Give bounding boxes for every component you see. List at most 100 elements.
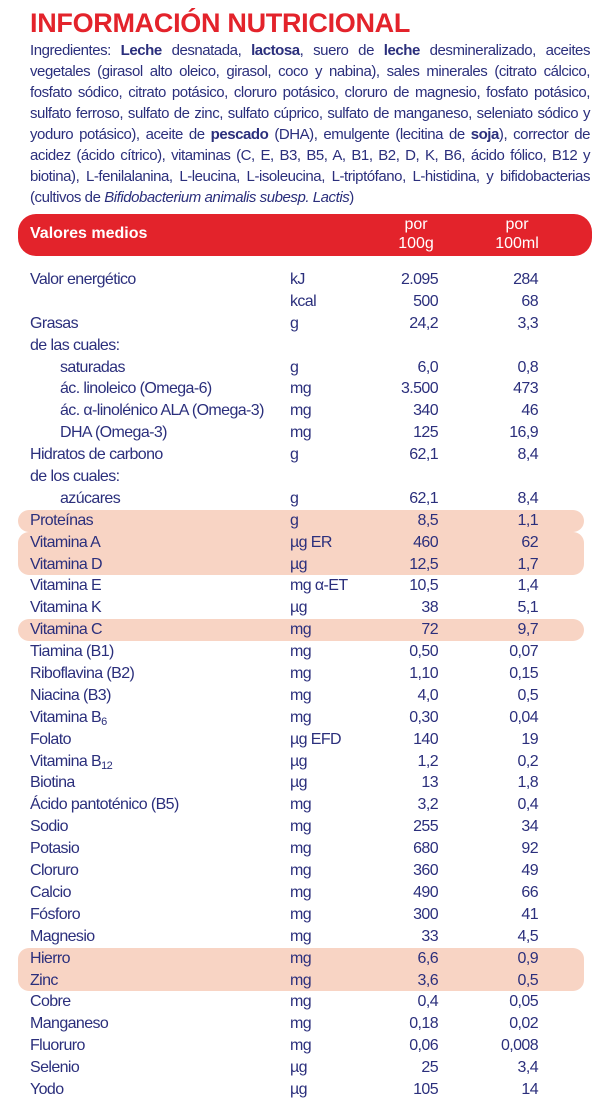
value-per-100ml: 0,2 — [517, 752, 539, 770]
nutrient-name: ác. α-linolénico ALA (Omega-3) — [60, 402, 264, 420]
value-per-100ml: 0,008 — [500, 1037, 539, 1055]
table-row: Hierro mg 6,6 0,9 — [0, 947, 600, 970]
nutrient-label: Folato — [30, 729, 71, 751]
nutrient-unit: g — [290, 511, 299, 529]
ingredient-text: (DHA), emulgente (lecitina de — [268, 126, 471, 143]
nutrient-name: Vitamina C — [30, 621, 103, 639]
nutrient-name: Biotina — [30, 774, 75, 792]
nutrient-unit: mg — [290, 905, 312, 923]
nutrient-label: ác. linoleico (Omega-6) — [60, 378, 212, 400]
value-per-100ml: 9,7 — [517, 621, 539, 639]
nutrient-unit: µg EFD — [290, 730, 342, 748]
nutrient-label: Vitamina K — [30, 597, 102, 619]
value-per-100ml: 5,1 — [517, 599, 539, 617]
value-per-100ml: 0,05 — [509, 993, 538, 1011]
nutrient-name: Fósforo — [30, 905, 81, 923]
nutrient-name: azúcares — [60, 489, 121, 507]
table-row: Tiamina (B1) mg 0,50 0,07 — [0, 641, 600, 663]
nutrient-label: Vitamina B6 — [30, 707, 107, 729]
value-per-100ml: 473 — [513, 380, 539, 398]
value-per-100g: 0,50 — [409, 643, 438, 661]
nutrient-name: Vitamina E — [30, 577, 102, 595]
value-per-100g: 4,0 — [417, 686, 439, 704]
nutrient-unit: mg — [290, 993, 312, 1011]
nutrient-name: de los cuales: — [30, 468, 120, 486]
header-per-100ml-line1: por — [505, 216, 529, 233]
value-per-100g: 0,30 — [409, 708, 438, 726]
table-row: Vitamina D µg 12,5 1,7 — [0, 553, 600, 576]
ingredient-text: desmineralizado, aceites vegetales (gira… — [30, 42, 590, 143]
value-per-100g: 6,6 — [417, 949, 439, 967]
table-row: kcal 500 68 — [0, 291, 600, 313]
allergen-text: soja — [470, 126, 500, 143]
nutrient-unit: mg — [290, 402, 312, 420]
nutrient-label: Vitamina B12 — [30, 751, 113, 773]
nutrient-label: Vitamina A — [30, 532, 101, 554]
nutrient-unit: mg — [290, 686, 312, 704]
table-row: Fósforo mg 300 41 — [0, 904, 600, 926]
value-per-100ml: 0,4 — [517, 796, 539, 814]
value-per-100ml: 3,4 — [517, 1059, 539, 1077]
value-per-100g: 0,18 — [409, 1015, 438, 1033]
header-per-100g-line1: por — [404, 216, 428, 233]
table-row: Vitamina B12 µg 1,2 0,2 — [0, 751, 600, 773]
nutrient-unit: mg — [290, 1015, 312, 1033]
nutrient-label: Niacina (B3) — [30, 685, 111, 707]
table-row: Niacina (B3) mg 4,0 0,5 — [0, 685, 600, 707]
nutrient-name: Cobre — [30, 993, 71, 1011]
value-per-100ml: 1,8 — [517, 774, 539, 792]
value-per-100g: 10,5 — [409, 577, 438, 595]
nutrient-name: Ácido pantoténico (B5) — [30, 796, 179, 814]
nutrient-label: Cobre — [30, 991, 71, 1013]
header-per-100g: por 100g — [386, 215, 446, 253]
ingredients-text: Ingredientes: Leche desnatada, lactosa, … — [30, 40, 590, 208]
value-per-100g: 72 — [421, 621, 438, 639]
value-per-100g: 680 — [413, 840, 439, 858]
nutrient-unit: kcal — [290, 292, 317, 310]
value-per-100g: 3,6 — [417, 971, 439, 989]
table-row: Biotina µg 13 1,8 — [0, 772, 600, 794]
nutrient-unit: mg — [290, 708, 312, 726]
value-per-100g: 62,1 — [409, 446, 438, 464]
value-per-100g: 125 — [413, 424, 439, 442]
nutrient-name: Fluoruro — [30, 1037, 85, 1055]
nutrient-label: Sodio — [30, 816, 69, 838]
table-row: saturadas g 6,0 0,8 — [0, 357, 600, 379]
value-per-100ml: 0,5 — [517, 686, 539, 704]
value-per-100g: 255 — [413, 818, 439, 836]
value-per-100ml: 8,4 — [517, 446, 539, 464]
nutrient-name: Grasas — [30, 314, 79, 332]
table-row: Vitamina E mg α-ET 10,5 1,4 — [0, 575, 600, 597]
value-per-100g: 33 — [421, 927, 438, 945]
nutrient-label: Fósforo — [30, 904, 81, 926]
nutrient-name: Yodo — [30, 1080, 64, 1098]
nutrient-name: Selenio — [30, 1059, 80, 1077]
value-per-100ml: 0,04 — [509, 708, 538, 726]
value-per-100g: 0,4 — [417, 993, 439, 1011]
nutrient-unit: mg — [290, 883, 312, 901]
nutrient-name: Hidratos de carbono — [30, 446, 163, 464]
table-row: azúcares g 62,1 8,4 — [0, 488, 600, 510]
table-row: ác. linoleico (Omega-6) mg 3.500 473 — [0, 378, 600, 400]
value-per-100g: 1,10 — [409, 665, 438, 683]
nutrient-label: Calcio — [30, 882, 71, 904]
nutrition-table: Valor energético kJ 2.095 284 kcal 500 68 Grasa… — [0, 269, 600, 1101]
nutrient-name: Potasio — [30, 840, 80, 858]
ingredient-text: Ingredientes: — [30, 42, 121, 59]
nutrient-name: Folato — [30, 730, 71, 748]
nutrient-unit: mg — [290, 862, 312, 880]
table-row: Fluoruro mg 0,06 0,008 — [0, 1035, 600, 1057]
header-per-100g-line2: 100g — [398, 235, 434, 252]
table-header: Valores medios por 100g por 100ml — [18, 214, 592, 256]
ingredient-text: desnatada, — [161, 42, 252, 59]
nutrient-name: Sodio — [30, 818, 69, 836]
value-per-100g: 62,1 — [409, 489, 438, 507]
nutrient-label: Hidratos de carbono — [30, 444, 163, 466]
nutrient-name: Magnesio — [30, 927, 95, 945]
value-per-100ml: 16,9 — [509, 424, 538, 442]
ingredient-text: ) — [349, 189, 354, 206]
nutrient-subscript: 12 — [101, 759, 113, 772]
value-per-100ml: 0,02 — [509, 1015, 538, 1033]
table-row: de las cuales: — [0, 335, 600, 357]
